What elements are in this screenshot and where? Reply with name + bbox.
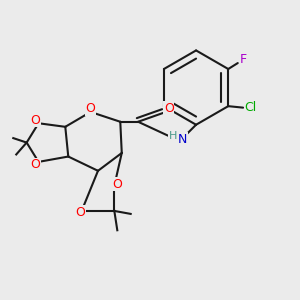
Text: O: O — [31, 158, 40, 171]
Text: O: O — [75, 206, 85, 219]
Text: O: O — [85, 103, 95, 116]
Text: O: O — [31, 114, 40, 127]
Text: Cl: Cl — [245, 101, 257, 114]
Text: N: N — [178, 133, 188, 146]
Text: O: O — [112, 178, 122, 191]
Text: F: F — [240, 53, 247, 66]
Text: O: O — [164, 102, 174, 115]
Text: H: H — [169, 131, 177, 141]
